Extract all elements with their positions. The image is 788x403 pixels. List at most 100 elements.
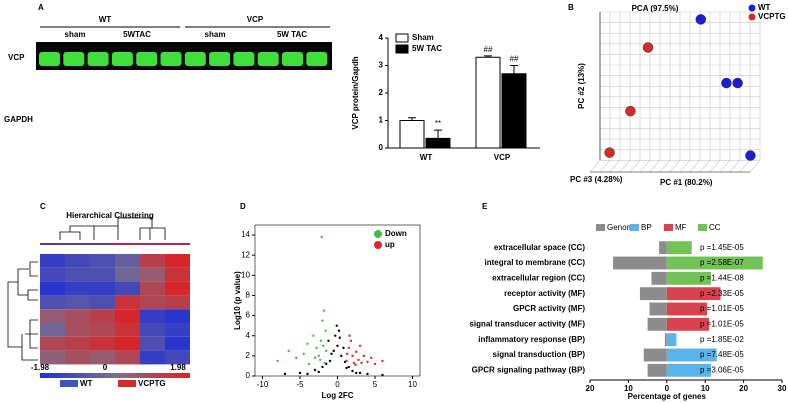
heat-cell bbox=[115, 309, 140, 323]
side-dendrogram bbox=[7, 261, 38, 361]
blot-band bbox=[160, 52, 182, 66]
bar bbox=[659, 241, 667, 255]
x-tick-label: 0 bbox=[335, 380, 340, 389]
colorbar-label: 1.98 bbox=[170, 363, 186, 372]
bar bbox=[666, 287, 721, 301]
chart-title: Hierarchical Clustering bbox=[66, 211, 154, 220]
bar bbox=[639, 287, 667, 301]
heat-cell bbox=[115, 336, 140, 351]
point bbox=[313, 368, 317, 372]
blot-band bbox=[257, 52, 279, 66]
floor-line bbox=[679, 159, 691, 173]
chart-title: PCA (97.5%) bbox=[632, 4, 679, 13]
heat-cell bbox=[90, 336, 115, 351]
x-tick-label: 10 bbox=[624, 384, 633, 393]
heat-cell bbox=[90, 267, 115, 282]
y-tick-label: 2 bbox=[379, 88, 384, 97]
point bbox=[317, 354, 320, 358]
y-tick-label: 10 bbox=[241, 270, 250, 279]
point bbox=[322, 309, 326, 312]
point bbox=[328, 359, 332, 363]
blot-band bbox=[136, 52, 158, 66]
point bbox=[306, 342, 309, 345]
point bbox=[366, 372, 369, 376]
heat-cell bbox=[165, 254, 190, 268]
legend-label: 5W TAC bbox=[412, 44, 442, 53]
point bbox=[319, 339, 323, 342]
point bbox=[604, 147, 615, 158]
y-tick-label: 6 bbox=[246, 311, 251, 320]
category-label: GPCR activity (MF) bbox=[513, 304, 585, 313]
point bbox=[302, 352, 305, 356]
legend-swatch bbox=[664, 224, 673, 231]
blot-row-label: GAPDH bbox=[4, 115, 33, 124]
bar bbox=[666, 363, 711, 377]
floor-line bbox=[699, 159, 711, 173]
y-tick-label: 3 bbox=[379, 61, 384, 70]
point bbox=[349, 339, 353, 342]
heat-cell bbox=[40, 281, 65, 296]
heat-cell bbox=[115, 281, 140, 296]
point bbox=[721, 77, 732, 89]
point bbox=[332, 349, 335, 353]
category-label: integral to membrane (CC) bbox=[485, 258, 586, 267]
legend-marker bbox=[374, 241, 382, 249]
legend-marker bbox=[748, 4, 756, 12]
floor-line bbox=[629, 159, 641, 173]
top-dendrogram bbox=[59, 217, 166, 240]
legend-swatch bbox=[60, 380, 78, 387]
heat-cell bbox=[65, 350, 90, 365]
point bbox=[370, 356, 373, 360]
legend-swatch bbox=[698, 224, 707, 231]
legend-label: MF bbox=[675, 223, 687, 232]
legend-marker bbox=[748, 13, 756, 21]
category-label: signal transducer activity (MF) bbox=[469, 319, 585, 328]
bar bbox=[666, 348, 717, 362]
x-axis-label: Percentage of genes bbox=[628, 392, 707, 401]
point bbox=[732, 77, 743, 89]
point bbox=[330, 352, 333, 356]
y-axis-label: PC #2 (13%) bbox=[577, 63, 586, 109]
z-axis-label: PC #3 (4.28%) bbox=[570, 175, 623, 184]
point bbox=[351, 354, 354, 358]
legend-label: VCPTG bbox=[138, 379, 166, 388]
legend-label: BP bbox=[641, 223, 652, 232]
category-label: receptor activity (MF) bbox=[504, 289, 585, 298]
bar bbox=[647, 363, 667, 377]
floor-line bbox=[589, 159, 601, 173]
heat-cell bbox=[65, 336, 90, 351]
heat-cell bbox=[140, 267, 165, 282]
heat-cell bbox=[65, 323, 90, 337]
point bbox=[342, 346, 345, 350]
floor-line bbox=[599, 159, 611, 173]
pca-grid bbox=[589, 11, 761, 173]
y-tick-label: 2 bbox=[246, 351, 251, 360]
heat-cell bbox=[165, 295, 190, 310]
point bbox=[287, 349, 290, 353]
panel-label: E bbox=[482, 202, 488, 211]
blot-band bbox=[87, 52, 109, 66]
x-axis-label: PC #1 (80.2%) bbox=[660, 178, 713, 187]
y-tick-label: 12 bbox=[241, 250, 250, 259]
point bbox=[351, 369, 354, 373]
legend-swatch bbox=[118, 380, 136, 387]
point bbox=[283, 372, 287, 376]
floor-line bbox=[609, 159, 621, 173]
p-value: p =1.44E-08 bbox=[700, 273, 744, 282]
heat-cell bbox=[65, 309, 90, 323]
point bbox=[355, 350, 358, 354]
blot-band bbox=[306, 52, 328, 66]
blot-band bbox=[233, 52, 255, 66]
p-value: p =1.85E-02 bbox=[700, 335, 744, 344]
bar bbox=[649, 302, 667, 316]
point bbox=[295, 356, 298, 360]
point bbox=[321, 319, 324, 322]
category-label: extracellular region (CC) bbox=[492, 273, 585, 282]
point bbox=[307, 362, 311, 366]
heat-cell bbox=[165, 309, 190, 323]
point bbox=[357, 358, 360, 362]
point bbox=[337, 329, 341, 332]
point bbox=[347, 346, 350, 350]
x-tick-label: 10 bbox=[408, 380, 417, 389]
point bbox=[625, 105, 636, 117]
